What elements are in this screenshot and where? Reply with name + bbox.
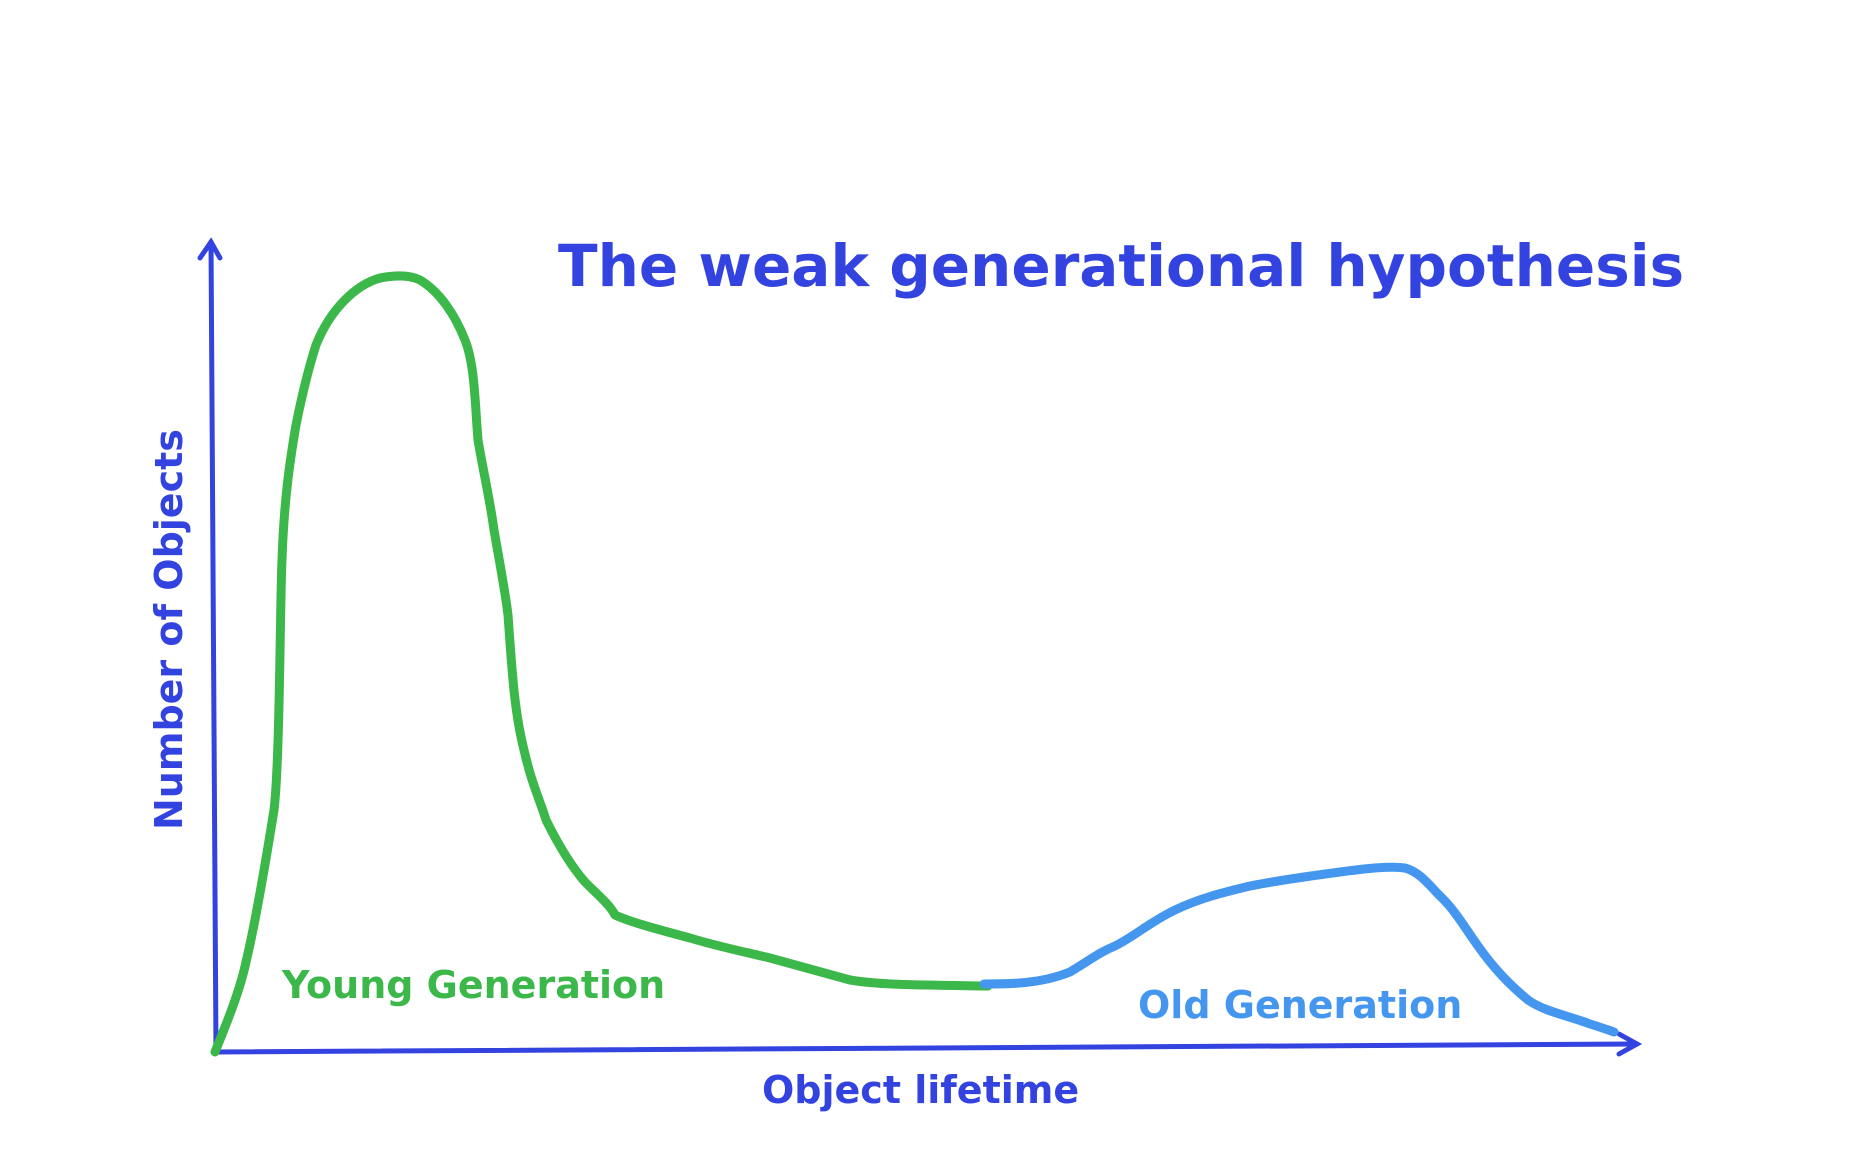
x-axis-label: Object lifetime: [762, 1068, 1079, 1112]
diagram-title: The weak generational hypothesis: [558, 232, 1684, 300]
young-generation-label: Young Generation: [281, 963, 665, 1007]
x-axis: [211, 1031, 1643, 1057]
x-axis-arrowhead: [1616, 1031, 1643, 1057]
y-axis-arrowhead: [197, 237, 223, 261]
y-axis: [197, 237, 223, 1055]
old-generation-curve: [979, 862, 1619, 1037]
x-axis-line: [211, 1041, 1640, 1055]
y-axis-line: [208, 239, 219, 1055]
y-axis-label: Number of Objects: [147, 429, 191, 830]
young-generation-curve: [210, 271, 993, 1057]
old-generation-label: Old Generation: [1138, 983, 1462, 1027]
